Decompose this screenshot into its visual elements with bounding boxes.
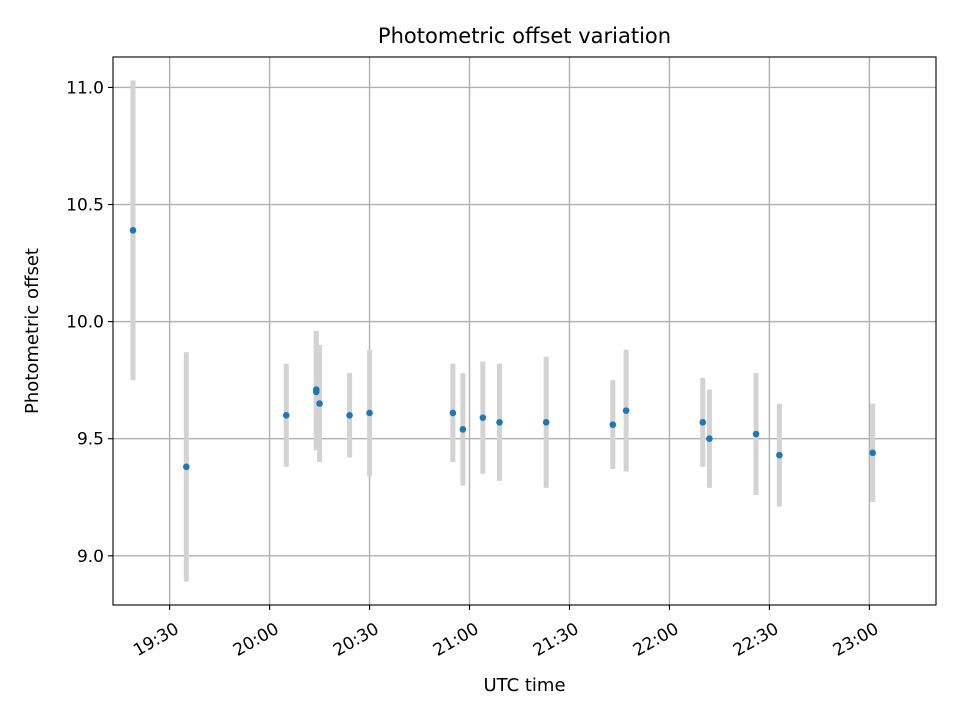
grid — [113, 57, 936, 605]
y-tick-label: 10.5 — [66, 196, 104, 216]
data-point — [312, 388, 320, 396]
y-tick-label: 9.5 — [77, 430, 104, 450]
plot-frame — [112, 56, 937, 606]
x-tick-label: 21:30 — [530, 619, 582, 661]
data-point — [776, 451, 783, 459]
data-points — [129, 226, 876, 471]
data-point — [869, 449, 876, 457]
error-bars — [130, 80, 876, 582]
data-point — [459, 426, 467, 433]
data-point — [129, 226, 137, 234]
data-point — [699, 419, 707, 426]
x-tick-label: 23:00 — [830, 619, 882, 661]
data-point — [752, 430, 760, 438]
chart-title: Photometric offset variation — [378, 24, 671, 48]
y-tick-label: 9.0 — [77, 547, 104, 567]
x-axis-label: UTC time — [483, 675, 565, 696]
x-tick-label: 20:00 — [230, 619, 282, 661]
data-point — [282, 412, 290, 419]
x-tick-label: 22:30 — [730, 619, 782, 661]
x-tick-label: 21:00 — [430, 619, 482, 661]
y-tick-label: 11.0 — [66, 78, 104, 98]
data-point — [449, 409, 457, 417]
data-point — [346, 412, 353, 419]
x-tick-label: 19:30 — [130, 619, 182, 661]
y-tick-label: 10.0 — [66, 313, 104, 333]
data-point — [366, 409, 373, 417]
data-point — [542, 419, 550, 426]
data-point — [706, 435, 713, 443]
x-tick-label: 22:00 — [630, 619, 682, 661]
data-point — [622, 407, 630, 414]
y-axis-label: Photometric offset — [22, 248, 43, 414]
data-point — [496, 419, 503, 426]
data-point — [316, 400, 323, 407]
data-point — [609, 421, 617, 428]
data-point — [479, 414, 487, 421]
data-point — [183, 463, 190, 471]
x-tick-label: 20:30 — [330, 619, 382, 661]
